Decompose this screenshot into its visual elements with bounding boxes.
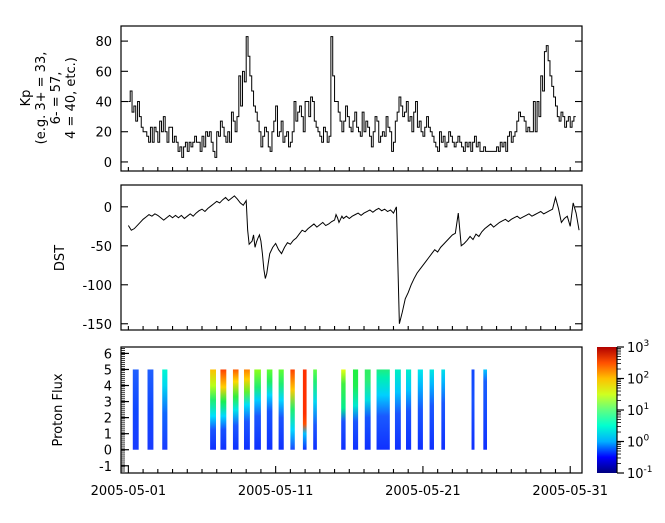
x-tick-label: 2005-05-31 (532, 484, 608, 499)
colorbar-tick-label: 103 (627, 339, 649, 356)
x-tick-label: 2005-05-11 (238, 484, 314, 499)
pf-y-tick-label: 4 (104, 380, 112, 395)
spectrogram-column (302, 369, 307, 450)
pf-y-tick-label: 1 (104, 428, 112, 443)
pf-y-tick-label: 2 (104, 412, 112, 427)
spectrogram-column (376, 369, 390, 450)
spectrogram-column (220, 369, 227, 450)
kp-step-line (128, 36, 576, 158)
kp-y-tick-label: 60 (95, 65, 112, 80)
pf-y-tick-label: 5 (104, 363, 112, 378)
dst-line (127, 195, 580, 324)
colorbar-exponent: 0 (644, 434, 650, 444)
pf-y-tick-label: -1 (99, 460, 112, 475)
spectrogram-column (394, 369, 401, 450)
dst-y-tick-label: 0 (104, 201, 112, 216)
spectrogram-column (254, 369, 261, 450)
proton-flux-spectrogram (132, 369, 488, 450)
kp-y-tick-label: 40 (95, 96, 112, 111)
dst-axis-label: DST (53, 245, 68, 271)
colorbar-exponent: 2 (644, 371, 650, 381)
spectrogram-column (290, 369, 295, 450)
spectrogram-column (417, 369, 423, 450)
spectrogram-column (405, 369, 412, 450)
colorbar-exponent: -1 (644, 465, 653, 475)
spectrogram-column (162, 369, 168, 450)
spectrogram-column (243, 369, 250, 450)
pf-y-tick-label: 3 (104, 396, 112, 411)
spectrogram-column (483, 369, 488, 450)
spectrogram-column (132, 369, 139, 450)
pf-y-tick-label: 6 (104, 347, 112, 362)
x-tick-label: 2005-05-21 (385, 484, 461, 499)
kp-y-tick-label: 20 (95, 126, 112, 141)
colorbar-tick-label: 101 (627, 402, 649, 419)
dst-y-tick-label: -150 (82, 318, 112, 333)
kp-panel-frame (120, 25, 583, 172)
spectrogram-column (278, 369, 284, 450)
dst-y-tick-label: -50 (91, 240, 112, 255)
x-tick-label: 2005-05-01 (91, 484, 167, 499)
colorbar-exponent: 1 (644, 402, 650, 412)
kp-y-tick-label: 0 (104, 156, 112, 171)
spectrogram-column (232, 369, 239, 450)
spectrogram-column (471, 369, 475, 450)
pf-y-tick-label: 0 (104, 444, 112, 459)
dst-panel-frame (120, 184, 583, 331)
spectrogram-column (147, 369, 154, 450)
kp-axis-label-line: 4 = 40, etc.) (64, 57, 79, 139)
spectrogram-column (364, 369, 371, 450)
colorbar-gradient (597, 347, 617, 473)
dst-y-tick-label: -100 (82, 279, 112, 294)
kp-axis-label-line: 6- = 57, (49, 72, 64, 125)
colorbar-tick-label: 102 (627, 371, 649, 388)
spectrogram-column (341, 369, 346, 450)
kp-y-tick-label: 80 (95, 35, 112, 50)
spectrogram-column (429, 369, 434, 450)
colorbar-tick-label: 100 (627, 434, 650, 451)
spectrogram-column (352, 369, 359, 450)
kp-axis-label-line: (e.g. 3+ = 33, (34, 52, 49, 145)
proton-flux-axis-label: Proton Flux (51, 373, 66, 446)
colorbar-tick-label: 10-1 (627, 465, 653, 482)
spectrogram-column (313, 369, 317, 450)
spectrogram-column (210, 369, 216, 450)
colorbar-exponent: 3 (644, 339, 650, 349)
kp-axis-label: Kp (e.g. 3+ = 33, 6- = 57, 4 = 40, etc.) (19, 52, 79, 145)
spectrogram-column (266, 369, 273, 450)
proton-flux-panel-frame (120, 346, 583, 474)
spectrogram-column (441, 369, 446, 450)
kp-axis-label-line: Kp (19, 90, 34, 107)
